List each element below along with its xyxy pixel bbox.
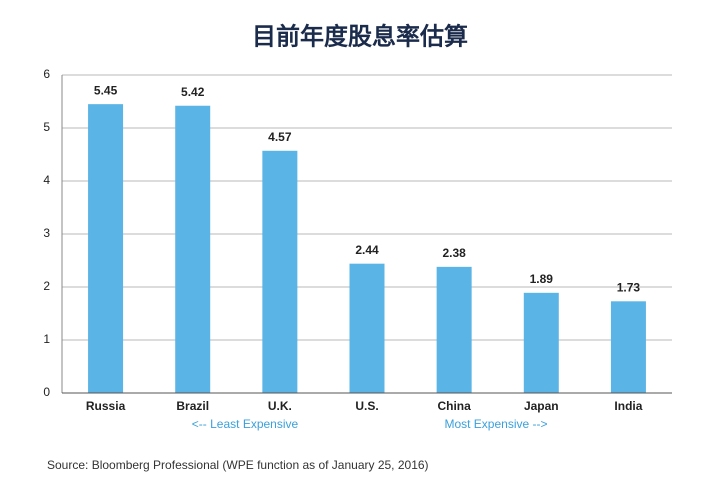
bar <box>436 266 472 393</box>
y-tick-label: 1 <box>43 332 50 346</box>
bar <box>523 292 559 393</box>
bar <box>262 150 298 393</box>
y-tick-label: 4 <box>43 173 50 187</box>
x-tick-label: Brazil <box>176 399 209 413</box>
y-tick-label: 6 <box>43 67 50 81</box>
y-tick-label: 5 <box>43 120 50 134</box>
value-label: 5.45 <box>94 83 118 97</box>
value-label: 4.57 <box>268 130 292 144</box>
value-label: 1.89 <box>530 272 554 286</box>
value-label: 2.38 <box>442 246 466 260</box>
bar <box>88 104 124 394</box>
bar <box>349 263 385 393</box>
chart-title: 目前年度股息率估算 <box>252 22 468 50</box>
source-note: Source: Bloomberg Professional (WPE func… <box>47 458 429 472</box>
x-tick-label: Russia <box>86 399 126 413</box>
value-label: 2.44 <box>355 243 379 257</box>
x-tick-label: U.S. <box>355 399 378 413</box>
y-tick-label: 3 <box>43 226 50 240</box>
x-tick-label: U.K. <box>268 399 292 413</box>
x-tick-label: Japan <box>524 399 559 413</box>
annotation: Most Expensive --> <box>444 417 547 431</box>
x-tick-label: India <box>614 399 642 413</box>
value-label: 5.42 <box>181 85 205 99</box>
y-tick-label: 2 <box>43 279 50 293</box>
x-tick-label: China <box>437 399 471 413</box>
y-tick-label: 0 <box>43 385 50 399</box>
bar <box>610 301 646 393</box>
bar <box>175 105 211 394</box>
value-label: 1.73 <box>617 280 641 294</box>
annotation: <-- Least Expensive <box>192 417 299 431</box>
